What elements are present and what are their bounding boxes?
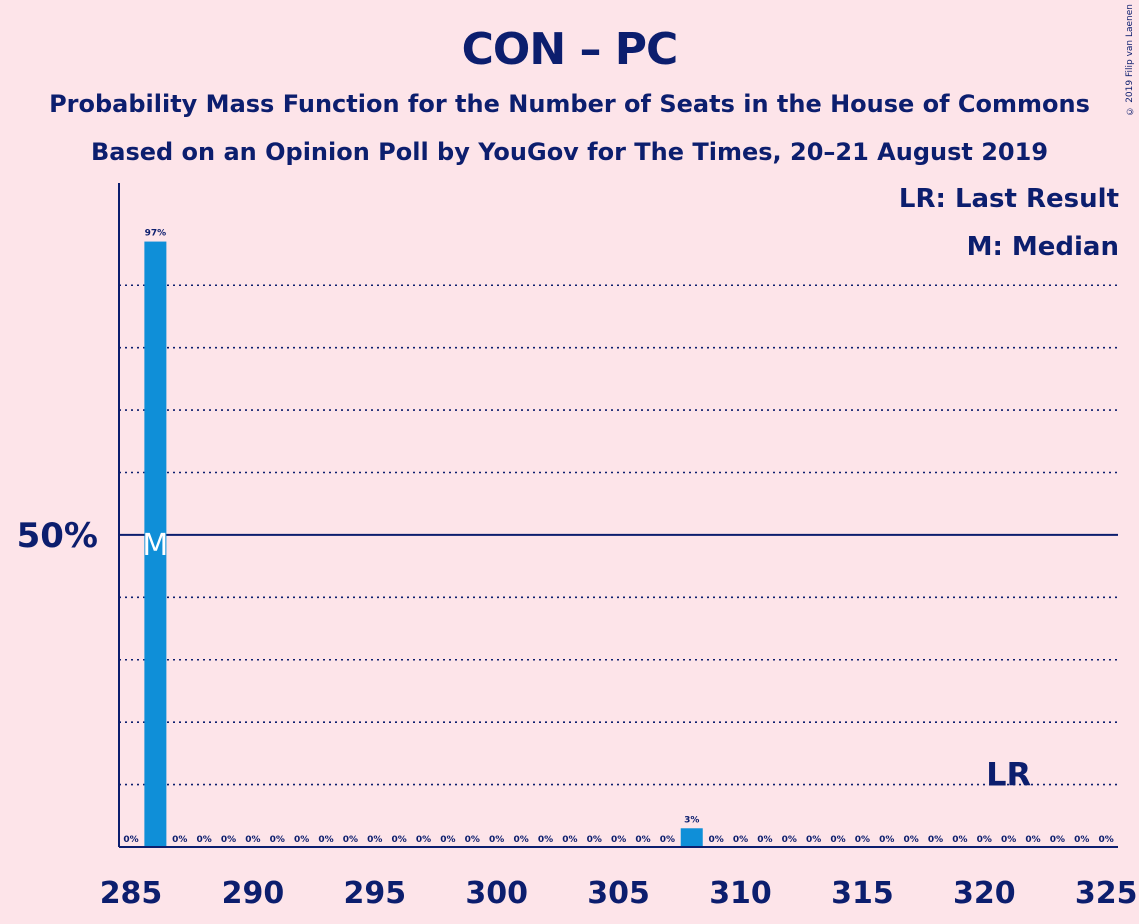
last-result-marker: LR bbox=[986, 756, 1031, 794]
bar-data-label: 0% bbox=[562, 835, 577, 845]
bar-data-label: 0% bbox=[440, 835, 455, 845]
bar-data-label: 0% bbox=[952, 835, 967, 845]
bar-data-label: 0% bbox=[928, 835, 943, 845]
x-tick-label: 290 bbox=[222, 876, 285, 911]
bar-data-label: 0% bbox=[513, 835, 528, 845]
bar-data-label: 0% bbox=[123, 835, 138, 845]
bar-data-label: 0% bbox=[343, 835, 358, 845]
x-tick-label: 325 bbox=[1075, 876, 1138, 911]
bar-data-label: 0% bbox=[367, 835, 382, 845]
median-marker: M bbox=[142, 528, 168, 563]
x-tick-label: 295 bbox=[343, 876, 406, 911]
chart-subtitle: Probability Mass Function for the Number… bbox=[49, 90, 1090, 118]
bar-data-label: 0% bbox=[196, 835, 211, 845]
y-tick-label: 50% bbox=[17, 516, 98, 556]
x-tick-label: 285 bbox=[100, 876, 163, 911]
bar-data-label: 0% bbox=[270, 835, 285, 845]
bar-data-label: 0% bbox=[587, 835, 602, 845]
bar-data-label: 0% bbox=[904, 835, 919, 845]
bar-data-label: 0% bbox=[660, 835, 675, 845]
bar-data-label: 0% bbox=[1025, 835, 1040, 845]
bar-data-label: 0% bbox=[489, 835, 504, 845]
bar bbox=[680, 828, 703, 847]
bar-data-label: 0% bbox=[806, 835, 821, 845]
bar-data-label: 0% bbox=[318, 835, 333, 845]
x-tick-label: 300 bbox=[465, 876, 528, 911]
legend-median: M: Median bbox=[966, 232, 1119, 262]
bar-data-label: 0% bbox=[733, 835, 748, 845]
bar-data-label: 0% bbox=[172, 835, 187, 845]
bar-data-label: 0% bbox=[757, 835, 772, 845]
chart-title: CON – PC bbox=[461, 24, 679, 75]
bar-data-label: 0% bbox=[782, 835, 797, 845]
bar-data-label: 0% bbox=[1001, 835, 1016, 845]
bar-data-label: 0% bbox=[245, 835, 260, 845]
bar-data-label: 0% bbox=[294, 835, 309, 845]
bar-data-label: 0% bbox=[1099, 835, 1114, 845]
bar-data-label: 0% bbox=[708, 835, 723, 845]
x-tick-label: 320 bbox=[953, 876, 1016, 911]
bar-data-label: 0% bbox=[855, 835, 870, 845]
bar-data-label: 0% bbox=[611, 835, 626, 845]
bar-data-label: 0% bbox=[830, 835, 845, 845]
x-tick-label: 310 bbox=[709, 876, 772, 911]
bar-data-label: 0% bbox=[879, 835, 894, 845]
bar-data-label: 0% bbox=[465, 835, 480, 845]
bar-data-label: 0% bbox=[1074, 835, 1089, 845]
bar-data-label: 0% bbox=[538, 835, 553, 845]
bar-data-label: 0% bbox=[635, 835, 650, 845]
chart-source-subtitle: Based on an Opinion Poll by YouGov for T… bbox=[90, 138, 1049, 166]
bar-data-label: 0% bbox=[221, 835, 236, 845]
bar-data-label: 0% bbox=[1050, 835, 1065, 845]
bar-data-label: 0% bbox=[392, 835, 407, 845]
x-tick-label: 305 bbox=[587, 876, 650, 911]
bar bbox=[144, 241, 167, 847]
bar-data-label: 3% bbox=[684, 815, 699, 825]
bar-data-label: 0% bbox=[977, 835, 992, 845]
bar-data-label: 97% bbox=[145, 229, 167, 239]
legend-last-result: LR: Last Result bbox=[898, 184, 1119, 214]
bar-data-label: 0% bbox=[416, 835, 431, 845]
x-tick-label: 315 bbox=[831, 876, 894, 911]
